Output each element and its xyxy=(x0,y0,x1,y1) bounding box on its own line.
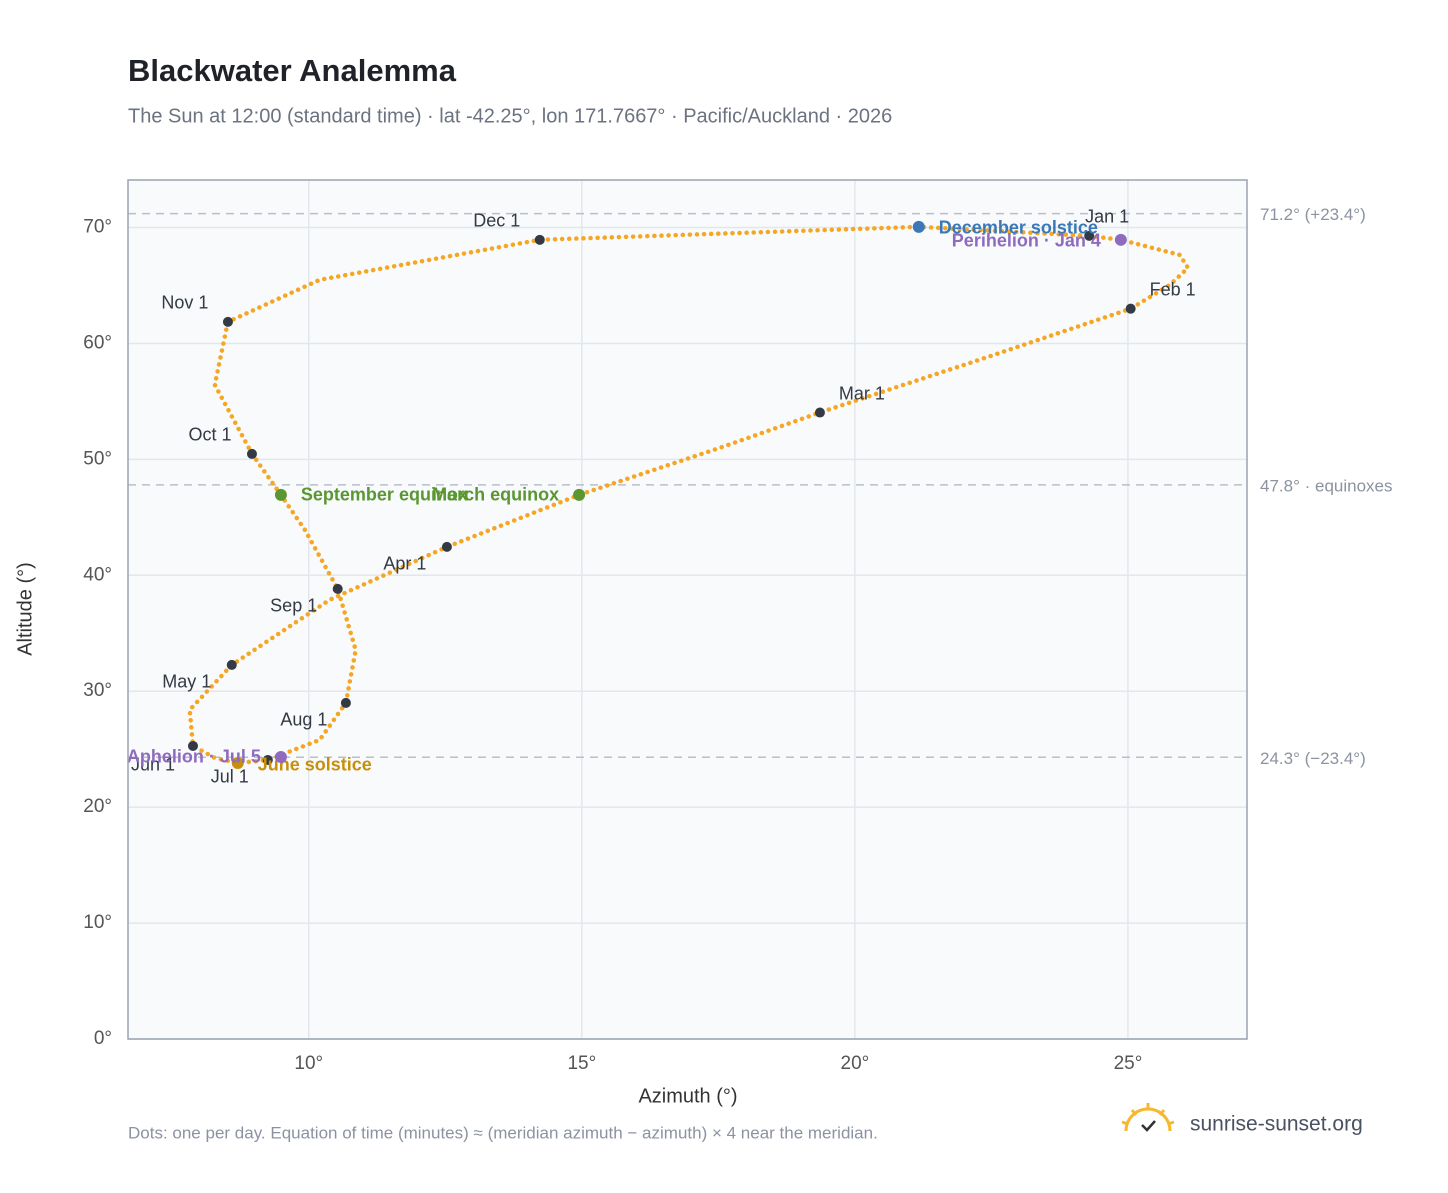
y-tick-label: 40° xyxy=(83,564,112,585)
month-marker xyxy=(222,316,233,327)
event-label: March equinox xyxy=(432,485,559,505)
month-label: Feb 1 xyxy=(1150,279,1196,299)
brand-logo xyxy=(1121,1103,1175,1132)
month-label: Jul 1 xyxy=(211,767,249,787)
plot-border xyxy=(127,179,1248,1040)
y-tick-label: 10° xyxy=(83,912,112,933)
footnote: Dots: one per day. Equation of time (min… xyxy=(128,1123,878,1142)
event-label: September equinox xyxy=(301,485,468,505)
y-tick-label: 60° xyxy=(83,332,112,353)
month-label: Aug 1 xyxy=(280,710,327,730)
month-marker xyxy=(1125,303,1136,314)
month-label: Jun 1 xyxy=(131,755,175,775)
month-marker xyxy=(340,697,351,708)
month-label: Mar 1 xyxy=(839,383,885,403)
month-label: Nov 1 xyxy=(161,293,208,313)
y-tick-label: 30° xyxy=(83,680,112,701)
event-label: Perihelion · Jan 4 xyxy=(952,231,1101,251)
x-tick-label: 25° xyxy=(1114,1053,1143,1074)
month-label: Dec 1 xyxy=(473,211,520,231)
event-marker xyxy=(912,220,925,233)
reference-label: 47.8° · equinoxes xyxy=(1260,476,1393,495)
event-marker xyxy=(1114,233,1127,246)
month-label: Jan 1 xyxy=(1085,207,1129,227)
month-marker xyxy=(441,541,452,552)
chart-subtitle: The Sun at 12:00 (standard time) · lat -… xyxy=(128,105,892,127)
month-marker xyxy=(332,583,343,594)
reference-label: 71.2° (+23.4°) xyxy=(1260,205,1366,224)
x-tick-label: 20° xyxy=(841,1053,870,1074)
month-label: May 1 xyxy=(162,672,211,692)
month-label: Oct 1 xyxy=(188,425,231,445)
event-marker xyxy=(274,750,287,763)
month-marker xyxy=(226,659,237,670)
x-tick-label: 10° xyxy=(294,1053,323,1074)
brand-name: sunrise-sunset.org xyxy=(1190,1113,1363,1136)
chart-title: Blackwater Analemma xyxy=(128,53,457,88)
month-marker xyxy=(262,754,273,765)
month-label: Sep 1 xyxy=(270,596,317,616)
event-marker xyxy=(573,488,586,501)
month-marker xyxy=(814,407,825,418)
y-tick-label: 20° xyxy=(83,796,112,817)
y-tick-label: 50° xyxy=(83,448,112,469)
month-marker xyxy=(1084,230,1095,241)
y-tick-label: 0° xyxy=(94,1028,112,1049)
event-marker xyxy=(231,756,244,769)
month-marker xyxy=(534,234,545,245)
month-label: Apr 1 xyxy=(383,554,426,574)
x-axis-label: Azimuth (°) xyxy=(638,1085,737,1107)
event-label: June solstice xyxy=(258,755,372,775)
y-axis-label: Altitude (°) xyxy=(14,562,36,656)
event-label: Aphelion · Jul 5 xyxy=(127,747,261,767)
month-marker xyxy=(187,740,198,751)
y-tick-label: 70° xyxy=(83,217,112,238)
reference-label: 24.3° (−23.4°) xyxy=(1260,749,1366,768)
event-label: December solstice xyxy=(939,218,1098,238)
x-tick-label: 15° xyxy=(567,1053,596,1074)
event-marker xyxy=(274,488,287,501)
month-marker xyxy=(246,448,257,459)
